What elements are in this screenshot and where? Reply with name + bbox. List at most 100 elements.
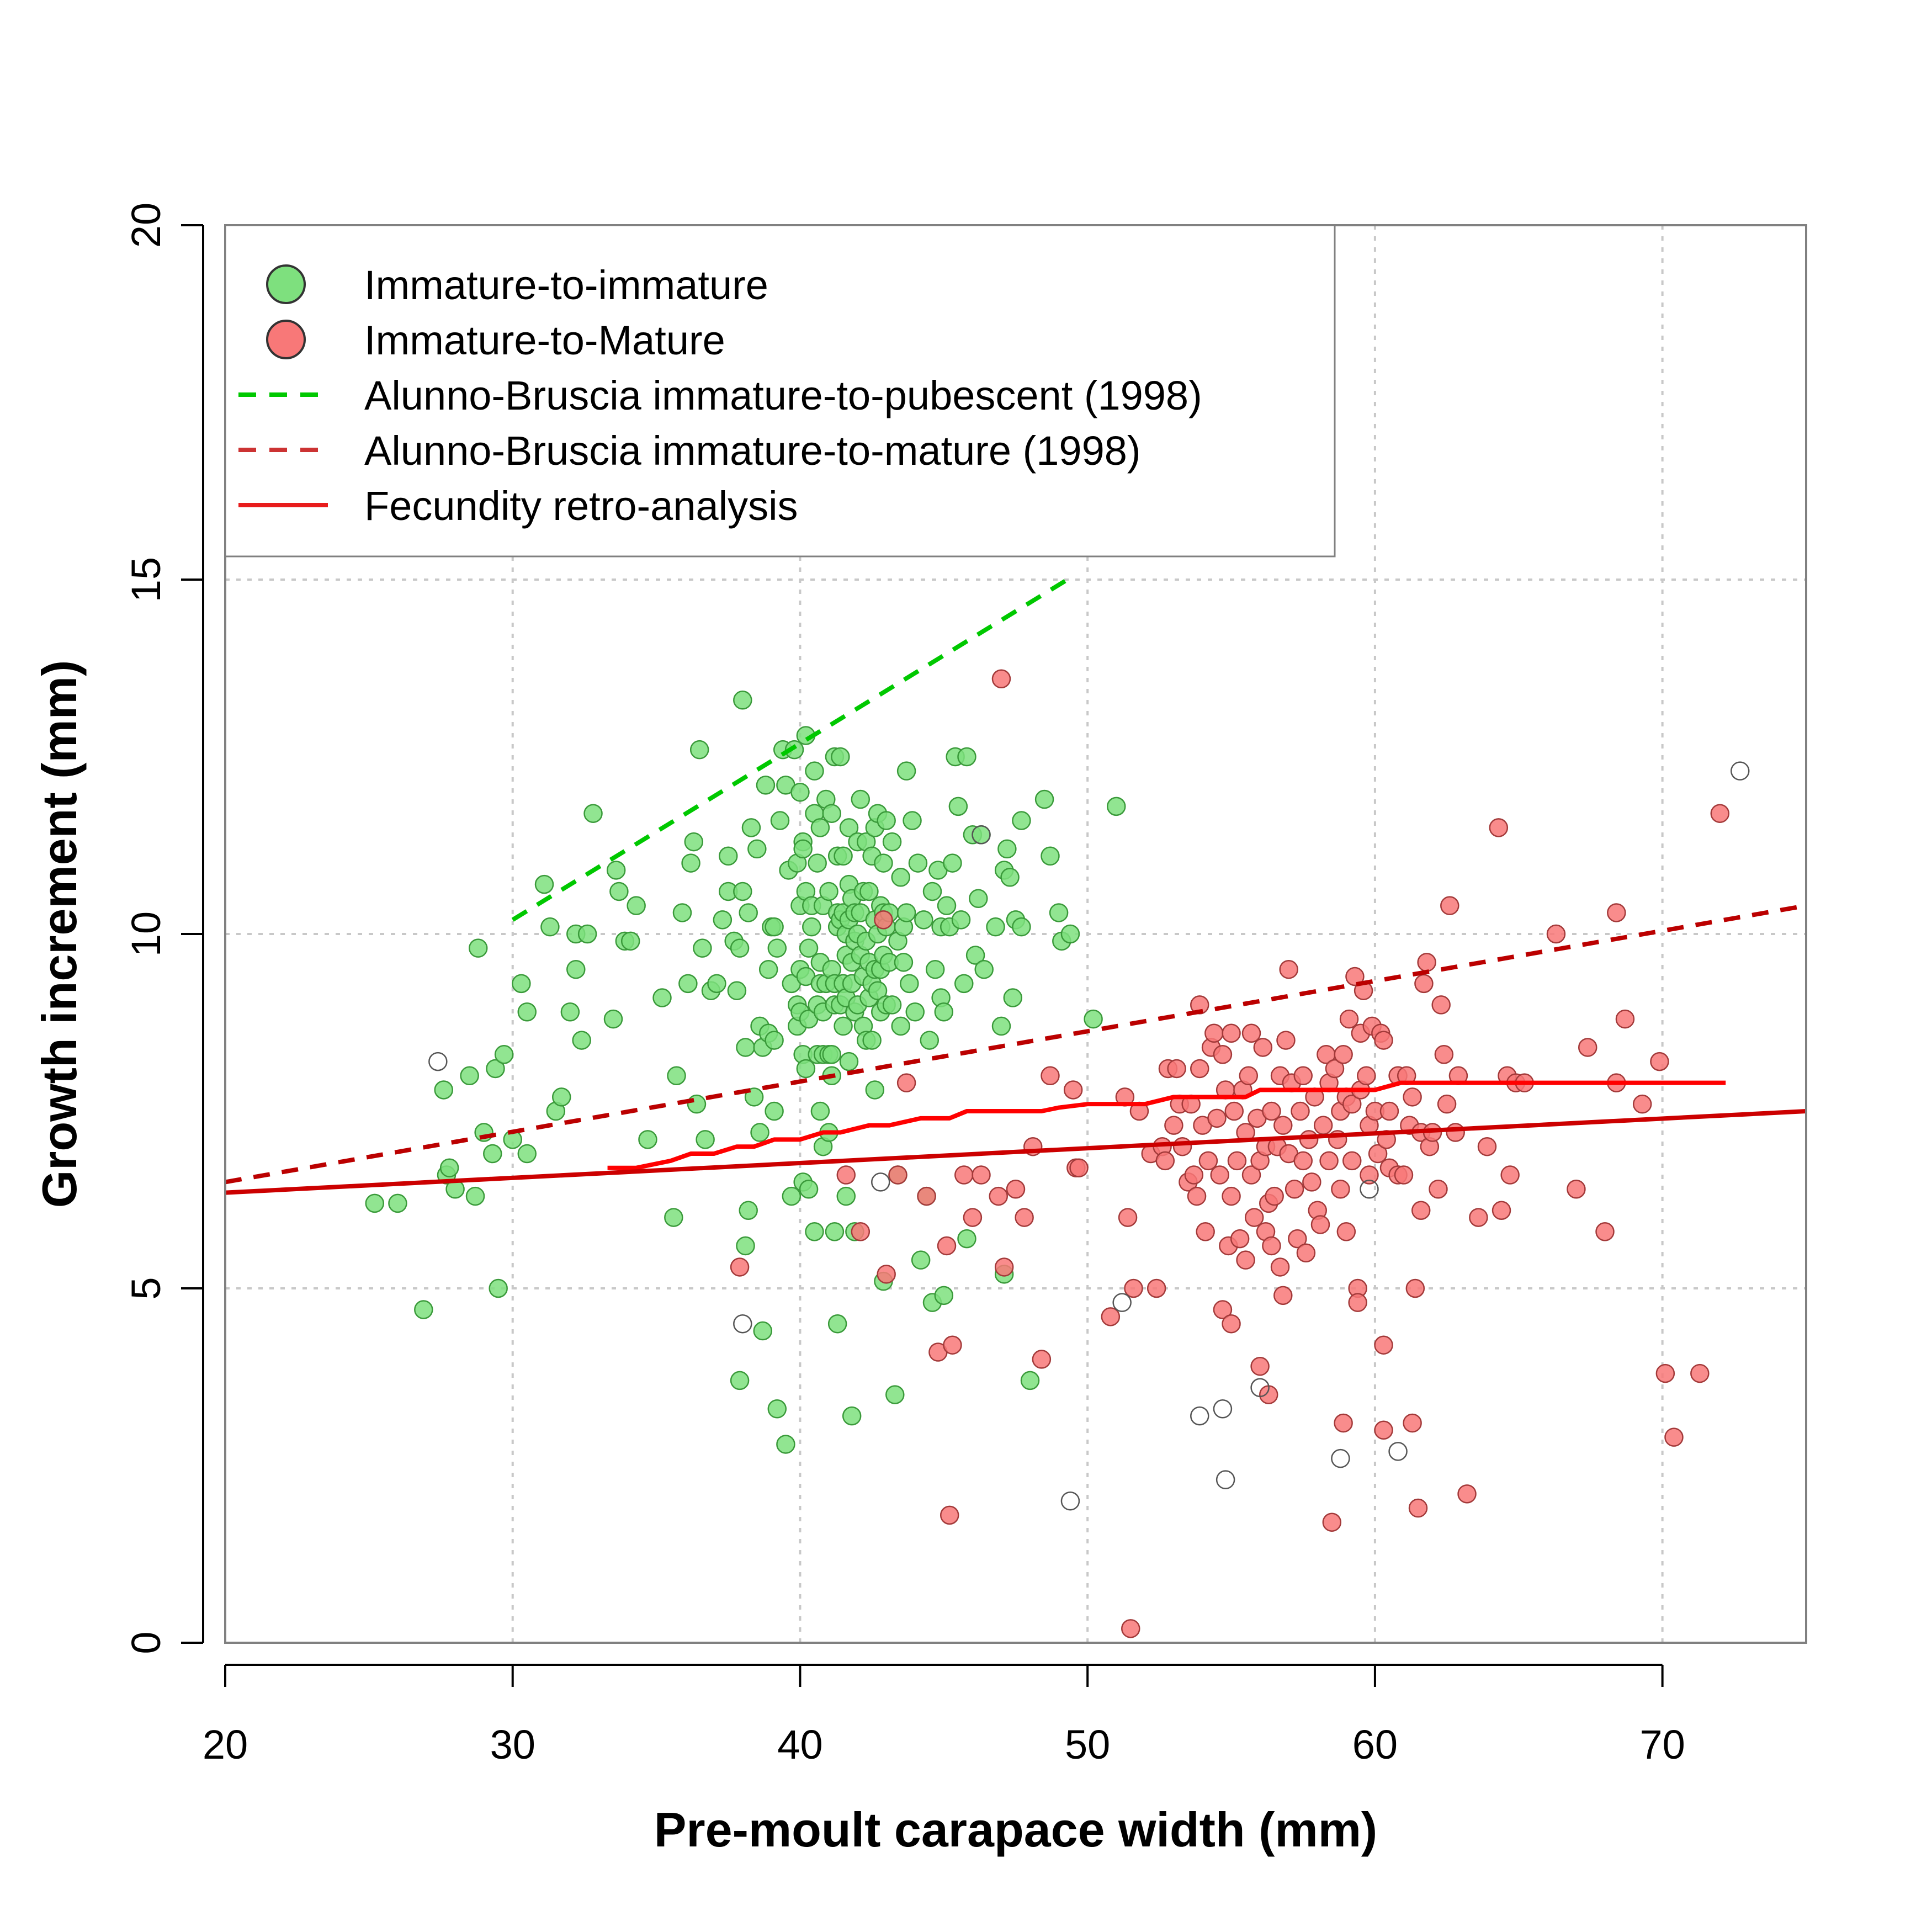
data-point [903, 811, 922, 830]
data-point [1121, 1619, 1140, 1638]
data-point [719, 846, 738, 866]
data-point [1187, 1186, 1207, 1206]
data-point [1477, 1137, 1497, 1156]
data-point [1403, 1087, 1422, 1107]
data-point [517, 1002, 537, 1022]
data-point [925, 959, 945, 979]
data-point [839, 818, 859, 837]
data-point [517, 1144, 537, 1164]
data-point [1198, 1151, 1218, 1171]
x-tick-label: 50 [1065, 1722, 1110, 1768]
data-point [1567, 1179, 1586, 1199]
line-fecundity-retro-analysis [607, 1080, 1726, 1170]
data-point [1302, 1172, 1321, 1192]
x-axis-title: Pre-moult carapace width (mm) [654, 1802, 1378, 1857]
data-point [1239, 1066, 1259, 1086]
data-point [606, 861, 626, 880]
data-point [1405, 1278, 1425, 1298]
data-point [891, 1016, 910, 1036]
data-point [1291, 1101, 1310, 1121]
data-point [894, 953, 914, 972]
data-point [842, 1406, 862, 1426]
data-point [896, 903, 916, 922]
data-point [736, 1236, 755, 1256]
data-point [1655, 1363, 1675, 1383]
data-point [882, 832, 902, 852]
data-point [1222, 1023, 1241, 1043]
y-tick-label: 10 [123, 911, 169, 957]
data-point [1285, 1179, 1304, 1199]
data-point [365, 1193, 385, 1213]
data-point [1325, 1059, 1345, 1079]
data-point [836, 1186, 856, 1206]
data-point [822, 804, 841, 823]
data-point [799, 1179, 819, 1199]
data-point [603, 1009, 623, 1029]
data-point [1250, 1378, 1270, 1398]
data-point [758, 959, 778, 979]
data-point [434, 1080, 454, 1100]
data-point [1595, 1222, 1615, 1241]
data-point [1244, 1208, 1264, 1227]
data-point [917, 1186, 936, 1206]
data-point [994, 1257, 1014, 1277]
data-point [874, 910, 893, 930]
data-point [1336, 1222, 1356, 1241]
data-point [1262, 1236, 1281, 1256]
series-immature-to-immature [365, 691, 1126, 1454]
data-point [489, 1278, 508, 1298]
data-point [934, 1002, 954, 1022]
data-point [1276, 1031, 1296, 1050]
data-point [991, 1016, 1011, 1036]
data-point [1041, 846, 1060, 866]
data-point [1000, 868, 1020, 887]
data-point [753, 1321, 773, 1341]
data-point [1112, 1293, 1132, 1312]
data-point [1003, 988, 1023, 1007]
data-point [577, 924, 597, 944]
data-point [1331, 1179, 1350, 1199]
data-point [1060, 924, 1080, 944]
data-point [862, 1031, 882, 1050]
data-point [943, 1335, 962, 1355]
data-point [1360, 1165, 1379, 1185]
data-point [1279, 959, 1298, 979]
data-point [1457, 1484, 1477, 1504]
legend-item: Fecundity retro-analysis [238, 483, 798, 529]
data-point [1184, 1165, 1204, 1185]
data-point [1213, 1399, 1233, 1419]
data-point [997, 839, 1017, 859]
data-point [1414, 974, 1434, 994]
data-point [905, 1002, 925, 1022]
data-point [1041, 1066, 1060, 1086]
data-point [859, 882, 879, 901]
data-point [672, 903, 692, 922]
data-point [1437, 1094, 1457, 1114]
data-point [957, 1229, 976, 1249]
legend-item: Alunno-Bruscia immature-to-pubescent (19… [238, 373, 1202, 418]
data-point [494, 1045, 514, 1064]
data-point [1216, 1470, 1235, 1489]
data-point [1063, 1080, 1083, 1100]
data-point [730, 1371, 750, 1390]
data-point [552, 1087, 571, 1107]
data-point [1230, 1229, 1250, 1249]
y-axis-title: Growth increment (mm) [32, 660, 87, 1208]
data-point [1155, 1151, 1175, 1171]
data-point [1293, 1151, 1313, 1171]
data-point [733, 882, 752, 901]
line-alunno-bruscia-immature-to-pubescent-1998- [511, 574, 1075, 922]
data-point [972, 825, 991, 845]
y-tick-label: 20 [123, 203, 169, 248]
data-point [1342, 1151, 1362, 1171]
data-point [896, 761, 916, 781]
data-point [1224, 1101, 1244, 1121]
data-point [1417, 953, 1436, 972]
data-point [1032, 1350, 1052, 1369]
data-point [388, 1193, 407, 1213]
data-point [900, 974, 919, 994]
legend-box [224, 224, 1336, 558]
data-point [831, 747, 850, 767]
data-point [465, 1186, 485, 1206]
